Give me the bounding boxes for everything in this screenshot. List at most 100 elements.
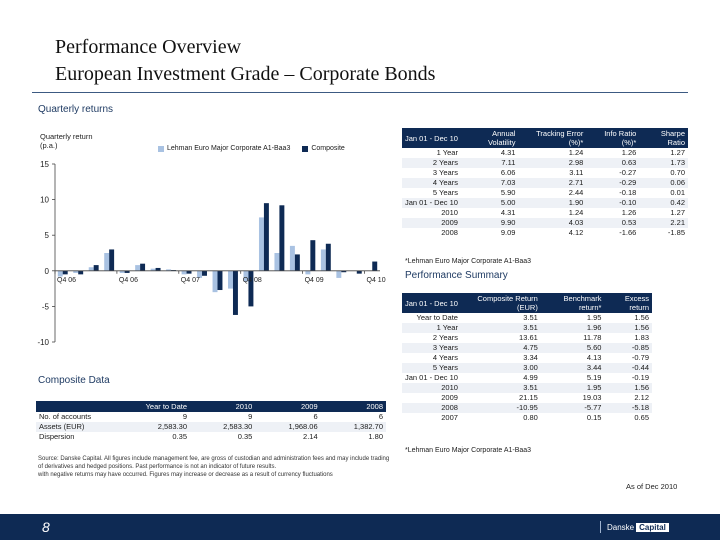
legend-label-benchmark: Lehman Euro Major Corporate A1-Baa3 <box>167 145 291 152</box>
table-cell: 21.15 <box>519 393 538 402</box>
table-cell: 0.15 <box>586 413 602 422</box>
table-row: 2 Years 7.11 2.98 0.63 1.73 <box>402 158 688 168</box>
quarterly-section-title: Quarterly returns <box>38 104 114 115</box>
table-cell: Jan 01 - Dec 10 <box>402 198 461 208</box>
table-cell: 9.90 <box>460 218 519 228</box>
table-cell: 4.03 <box>518 218 587 228</box>
table-row: 1 Year 4.31 1.24 1.26 1.27 <box>402 148 688 158</box>
table-cell: 0.65 <box>634 413 649 422</box>
composite-footnote: Source: Danske Capital. All figures incl… <box>38 455 389 479</box>
table-cell: 7.03 <box>460 178 519 188</box>
table-cell: 0.80 <box>523 413 538 422</box>
benchmark-bar <box>243 270 249 282</box>
benchmark-bar <box>104 253 110 271</box>
table-cell: Dispersion <box>39 432 75 441</box>
table-row: 2010 4.31 1.24 1.26 1.27 <box>402 208 688 218</box>
title-divider <box>32 92 688 93</box>
table-cell: 2.21 <box>639 218 688 228</box>
composite-footnote-line-3: with negative returns may have occurred.… <box>38 472 333 478</box>
table-row: 2008 -10.95 -5.77 -5.18 <box>402 403 652 413</box>
table-cell: 1.26 <box>621 208 637 217</box>
table-cell: 19.03 <box>582 393 602 402</box>
table-cell: 3.34 <box>523 353 538 362</box>
table-row: Jan 01 - Dec 10 5.00 1.90 -0.10 0.42 <box>402 198 688 208</box>
table-cell: 3.51 <box>460 383 541 393</box>
x-tick-label: Q4 06 <box>57 277 76 284</box>
table-cell: 2009 <box>441 393 458 402</box>
benchmark-bar <box>150 268 156 271</box>
table-cell: Jan 01 - Dec 10 <box>405 373 458 382</box>
composite-bar <box>325 243 331 271</box>
table-cell: 0.63 <box>586 158 640 168</box>
chart-legend: Lehman Euro Major Corporate A1-Baa3 Comp… <box>158 145 345 152</box>
composite-bar <box>248 270 254 307</box>
composite-bar <box>217 270 223 291</box>
table-cell: -5.18 <box>604 403 652 413</box>
composite-header-2008: 2008 <box>320 401 386 412</box>
table-cell: 4.12 <box>568 228 584 237</box>
benchmark-bar <box>212 270 218 293</box>
table-cell: -0.10 <box>586 198 640 208</box>
performance-header-row: Jan 01 - Dec 10 Composite Return (EUR) B… <box>402 293 652 313</box>
table-cell: 7.11 <box>460 158 519 168</box>
benchmark-bar <box>289 245 295 271</box>
table-row: No. of accounts 9 9 6 6 <box>36 412 386 422</box>
table-row: Year to Date 3.51 1.95 1.56 <box>402 313 652 323</box>
benchmark-bar <box>57 270 63 277</box>
table-cell: 9 <box>182 412 187 421</box>
table-cell: 1.80 <box>368 432 383 441</box>
table-cell: 1.56 <box>604 323 652 333</box>
table-cell: 9 <box>248 412 253 421</box>
composite-bar <box>186 270 192 274</box>
logo-suffix: Capital <box>636 522 669 532</box>
table-row: Dispersion 0.35 0.35 2.14 1.80 <box>36 432 386 442</box>
table-cell: 1.96 <box>540 323 605 333</box>
composite-bar <box>310 240 316 271</box>
composite-bar <box>62 270 68 275</box>
performance-header-period: Jan 01 - Dec 10 <box>402 293 461 313</box>
composite-bar <box>372 261 378 271</box>
company-logo: Danske Capital <box>600 521 669 533</box>
table-row: Jan 01 - Dec 10 4.99 5.19 -0.19 <box>402 373 652 383</box>
table-cell: 2008 <box>402 403 461 413</box>
table-cell: 2.71 <box>518 178 587 188</box>
table-cell: 1,968.06 <box>255 422 321 432</box>
table-cell: 0.53 <box>586 218 640 228</box>
y-tick-label: -5 <box>42 302 50 311</box>
table-row: 2007 0.80 0.15 0.65 <box>402 413 652 423</box>
table-row: 4 Years 3.34 4.13 -0.79 <box>402 353 652 363</box>
performance-header-excess: Excess return <box>604 293 652 313</box>
composite-bar <box>109 249 115 271</box>
composite-header-blank <box>36 401 102 412</box>
table-cell: 2,583.30 <box>190 422 256 432</box>
table-cell: 1.56 <box>634 313 649 322</box>
table-cell: 3.11 <box>569 168 584 177</box>
table-cell: 1.27 <box>670 208 685 217</box>
table-cell: 6 <box>313 412 318 421</box>
table-cell: 4.31 <box>500 208 516 217</box>
table-cell: Year to Date <box>416 313 458 322</box>
table-cell: -1.85 <box>667 228 685 237</box>
performance-header-benchmark: Benchmark return* <box>540 293 605 313</box>
benchmark-bar <box>320 249 326 271</box>
table-cell: 1.27 <box>670 148 685 157</box>
legend-swatch-benchmark <box>158 145 164 152</box>
table-cell: -0.79 <box>631 353 649 362</box>
table-cell: 2007 <box>441 413 458 422</box>
y-tick-label: 10 <box>40 196 49 205</box>
table-cell: -0.27 <box>619 168 637 177</box>
composite-bar <box>279 205 285 271</box>
page-title-line-1: Performance Overview <box>55 36 242 58</box>
table-cell: 2 Years <box>402 158 461 168</box>
as-of-date: As of Dec 2010 <box>626 482 678 491</box>
risk-statistics-table: Jan 01 - Dec 10 Annual Volatility Tracki… <box>402 128 688 238</box>
table-cell: -0.29 <box>586 178 640 188</box>
table-row: 2008 9.09 4.12 -1.66 -1.85 <box>402 228 688 238</box>
composite-bar <box>202 270 207 276</box>
x-tick-label: Q4 09 <box>305 277 324 284</box>
table-row: 2009 21.15 19.03 2.12 <box>402 393 652 403</box>
table-row: 3 Years 6.06 3.11 -0.27 0.70 <box>402 168 688 178</box>
table-cell: 1.26 <box>621 148 637 157</box>
table-cell: 1.56 <box>604 383 652 393</box>
composite-bar <box>78 270 84 275</box>
